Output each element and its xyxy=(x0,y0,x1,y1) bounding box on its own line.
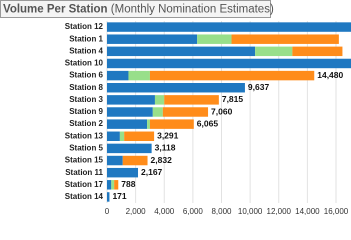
x-tick-label: 12,000 xyxy=(267,207,292,216)
y-tick-label: Station 9 xyxy=(69,107,103,116)
bar-segment xyxy=(164,95,219,105)
x-tick-label: 8,000 xyxy=(211,207,232,216)
labels: 0 2,000 4,000 6,000 8,000 10,000 12,000 14,000 1… xyxy=(65,22,349,216)
y-tick-label: Station 3 xyxy=(69,95,103,104)
total-label: 788 xyxy=(121,179,135,189)
bar-segment xyxy=(107,107,153,117)
bar-segment xyxy=(147,119,150,129)
total-label: 14,480 xyxy=(317,70,343,80)
bar-segment xyxy=(255,46,293,57)
bar-segment xyxy=(107,83,245,93)
total-label: 9,637 xyxy=(248,82,270,92)
total-label: 7,060 xyxy=(211,106,233,116)
bar-segment xyxy=(197,34,232,44)
bar-segment xyxy=(107,46,256,57)
y-tick-label: Station 12 xyxy=(65,22,104,31)
x-tick-label: 10,000 xyxy=(238,207,263,216)
bar-segment xyxy=(152,107,163,117)
bar-segment xyxy=(111,180,115,190)
total-label: 171 xyxy=(112,191,126,201)
bar-segment xyxy=(107,95,155,105)
bar-segment xyxy=(107,70,129,81)
y-tick-label: Station 5 xyxy=(69,144,103,153)
y-tick-label: Station 17 xyxy=(65,180,104,189)
bar-segment xyxy=(149,119,194,129)
y-tick-label: Station 14 xyxy=(65,192,104,201)
x-tick-label: 0 xyxy=(105,207,110,216)
bar-segment xyxy=(128,70,150,81)
y-tick-label: Station 15 xyxy=(65,156,104,165)
bar-segment xyxy=(107,131,120,141)
bar-segment xyxy=(149,70,315,81)
bar-segment xyxy=(122,155,148,166)
y-tick-label: Station 4 xyxy=(69,46,103,55)
bar-segment xyxy=(124,131,155,141)
bar-segment xyxy=(107,34,198,44)
y-tick-label: Station 2 xyxy=(69,119,103,128)
total-label: 2,832 xyxy=(151,155,173,165)
y-tick-label: Station 1 xyxy=(69,34,103,43)
bar-segment xyxy=(231,34,339,44)
bars xyxy=(107,22,351,202)
total-label: 3,291 xyxy=(157,131,179,141)
bar-segment xyxy=(107,155,123,166)
bar-segment xyxy=(292,46,343,57)
bar-segment xyxy=(107,143,152,154)
x-tick-label: 2,000 xyxy=(126,207,147,216)
x-tick-label: 16,000 xyxy=(324,207,349,216)
bar-segment xyxy=(107,119,148,129)
bar-segment xyxy=(107,167,139,178)
bar-segment xyxy=(107,58,351,69)
x-tick-label: 6,000 xyxy=(183,207,204,216)
bar-segment xyxy=(114,180,119,190)
y-tick-label: Station 6 xyxy=(69,71,103,80)
y-tick-label: Station 10 xyxy=(65,59,104,68)
total-label: 3,118 xyxy=(155,143,176,153)
chart: Volume Per Station (Monthly Nomination E… xyxy=(0,0,351,216)
title-box xyxy=(0,0,271,18)
bar-segment xyxy=(119,131,125,141)
x-tick-label: 14,000 xyxy=(295,207,320,216)
y-tick-label: Station 8 xyxy=(69,83,103,92)
title: Volume Per Station xyxy=(3,4,108,16)
bar-segment xyxy=(162,107,209,117)
x-tick-label: 4,000 xyxy=(154,207,175,216)
chart-title: Volume Per Station (Monthly Nomination E… xyxy=(3,4,274,16)
bar-segment xyxy=(107,192,110,202)
subtitle: (Monthly Nomination Estimates) xyxy=(111,4,274,16)
total-label: 6,065 xyxy=(197,118,219,128)
total-label: 2,167 xyxy=(141,167,163,177)
y-tick-label: Station 13 xyxy=(65,131,104,140)
total-label: 7,815 xyxy=(222,94,244,104)
y-tick-label: Station 11 xyxy=(65,168,103,177)
bar-segment xyxy=(107,22,351,32)
bar-segment xyxy=(107,180,112,190)
bar-segment xyxy=(154,95,165,105)
